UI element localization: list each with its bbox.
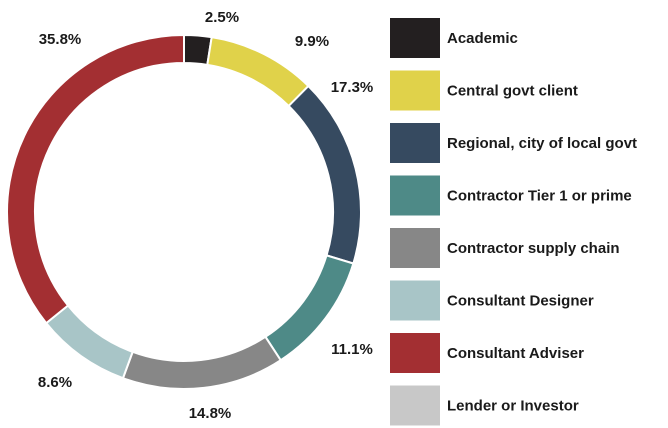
legend-label: Contractor Tier 1 or prime xyxy=(447,187,632,204)
legend-label: Lender or Investor xyxy=(447,397,579,414)
legend-swatch xyxy=(390,385,440,426)
data-label: 11.1% xyxy=(331,341,373,358)
legend-label: Consultant Adviser xyxy=(447,345,584,362)
donut-slice xyxy=(44,304,134,380)
legend-label: Regional, city of local govt xyxy=(447,135,637,152)
legend-swatch xyxy=(390,18,440,58)
legend-swatch xyxy=(390,228,440,268)
legend-label: Consultant Designer xyxy=(447,292,594,309)
legend-label: Contractor supply chain xyxy=(447,240,620,257)
donut-slice xyxy=(121,335,283,390)
data-label: 8.6% xyxy=(38,374,72,391)
data-label: 35.8% xyxy=(39,31,82,48)
legend-swatch xyxy=(390,175,440,216)
legend-label: Academic xyxy=(447,30,518,47)
legend-label: Central govt client xyxy=(447,82,578,99)
legend-swatch xyxy=(390,123,440,163)
data-label: 14.8% xyxy=(189,405,232,422)
data-label: 2.5% xyxy=(205,9,239,26)
donut-slice xyxy=(6,33,185,325)
legend-swatch xyxy=(390,280,440,321)
legend-swatch xyxy=(390,70,440,111)
data-label: 17.3% xyxy=(331,79,374,96)
donut-slice xyxy=(287,84,362,265)
donut-slice xyxy=(206,36,310,108)
data-label: 9.9% xyxy=(295,33,329,50)
legend-swatch xyxy=(390,333,440,373)
